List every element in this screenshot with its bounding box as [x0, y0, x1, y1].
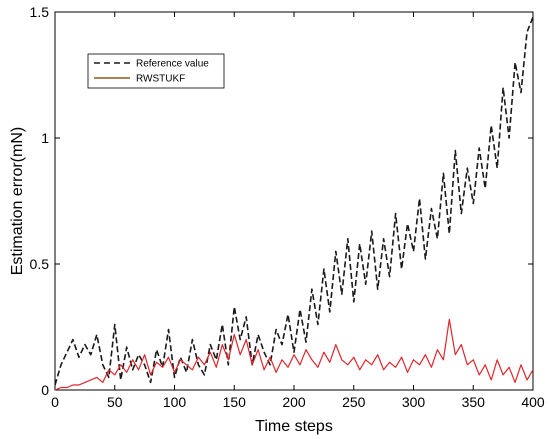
x-axis-ticks: 0 50 100 150 200 250 300 350 400	[51, 12, 545, 410]
legend-label-rwstukf: RWSTUKF	[136, 74, 185, 85]
x-tick-label: 150	[223, 394, 247, 410]
x-tick-label: 250	[342, 394, 366, 410]
x-tick-label: 50	[107, 394, 123, 410]
y-tick-label: 0.5	[30, 256, 50, 272]
x-tick-label: 350	[462, 394, 486, 410]
x-tick-label: 400	[521, 394, 545, 410]
x-axis-title: Time steps	[255, 418, 333, 435]
y-axis-title: Estimation error(mN)	[9, 127, 26, 275]
series-layer	[54, 16, 534, 391]
y-tick-label: 1.5	[30, 4, 50, 20]
legend-label-reference: Reference value	[136, 59, 209, 70]
series-line-reference-value	[54, 16, 534, 386]
y-axis-ticks: 0 0.5 1 1.5	[30, 4, 533, 398]
x-tick-label: 200	[282, 394, 306, 410]
x-tick-label: 300	[402, 394, 426, 410]
legend: Reference value RWSTUKF	[87, 53, 225, 89]
x-tick-label: 0	[51, 394, 59, 410]
legend-box	[87, 53, 225, 89]
y-tick-label: 1	[41, 130, 49, 146]
x-tick-label: 100	[163, 394, 187, 410]
series-line-rwstukf	[54, 318, 534, 391]
y-tick-label: 0	[41, 382, 49, 398]
